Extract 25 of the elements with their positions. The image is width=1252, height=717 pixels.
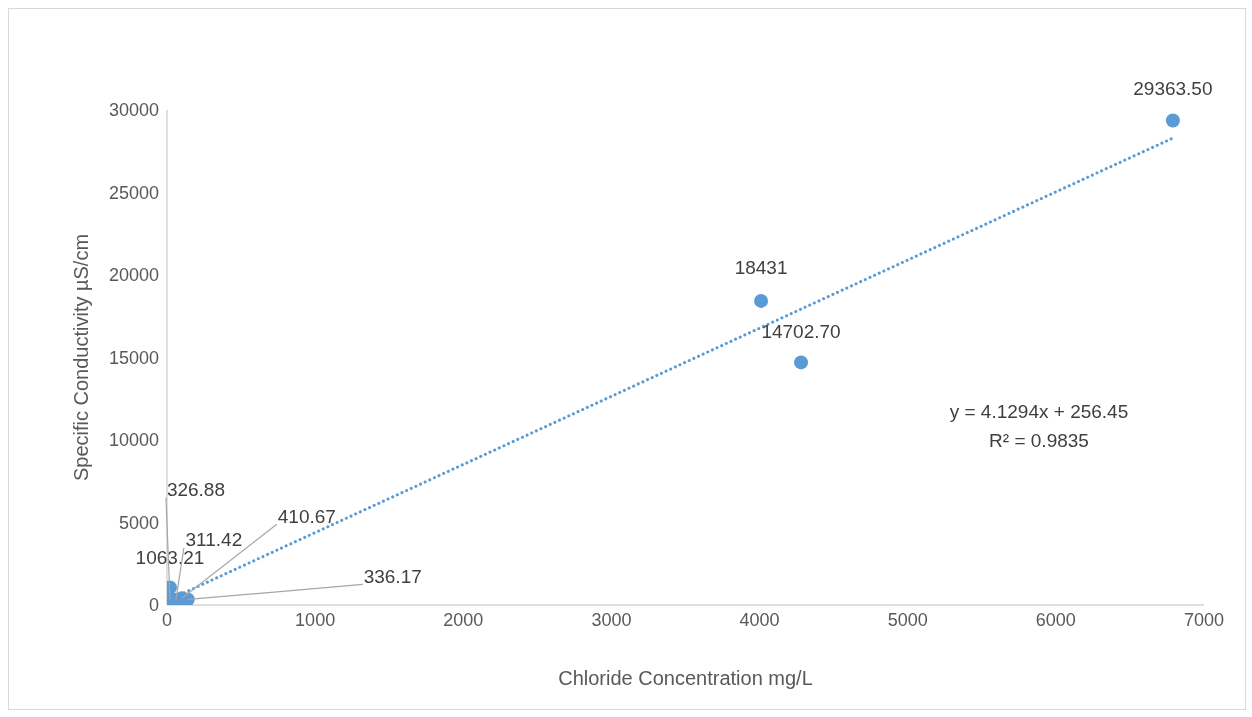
y-tick-label: 5000	[118, 512, 159, 533]
x-tick-label: 0	[161, 609, 173, 630]
y-tick-label: 20000	[108, 265, 159, 286]
y-tick-label: 25000	[108, 182, 159, 203]
y-tick-label: 0	[148, 595, 159, 616]
x-tick-label: 7000	[1183, 609, 1225, 630]
data-label: 336.17	[363, 565, 422, 587]
y-tick-label: 15000	[108, 347, 159, 368]
data-label: 326.88	[166, 479, 226, 501]
x-tick-label: 6000	[1035, 609, 1076, 630]
data-label: 29363.50	[1133, 78, 1213, 99]
x-axis-title: Chloride Concentration mg/L	[558, 667, 813, 689]
y-tick-label: 30000	[108, 100, 159, 121]
annotation: y = 4.1294x + 256.45	[948, 400, 1130, 424]
y-axis-title: Specific Conductivity µS/cm	[70, 233, 93, 482]
annotation: R² = 0.9835	[988, 429, 1090, 453]
data-label: 18431	[734, 257, 788, 279]
data-label: 14702.70	[761, 320, 841, 342]
x-tick-label: 1000	[295, 609, 336, 630]
x-tick-label: 5000	[887, 609, 928, 630]
data-label: 410.67	[277, 505, 336, 527]
y-tick-label: 10000	[108, 430, 159, 451]
x-tick-label: 2000	[443, 609, 484, 630]
x-tick-label: 4000	[739, 609, 780, 630]
x-tick-label: 3000	[591, 609, 632, 630]
